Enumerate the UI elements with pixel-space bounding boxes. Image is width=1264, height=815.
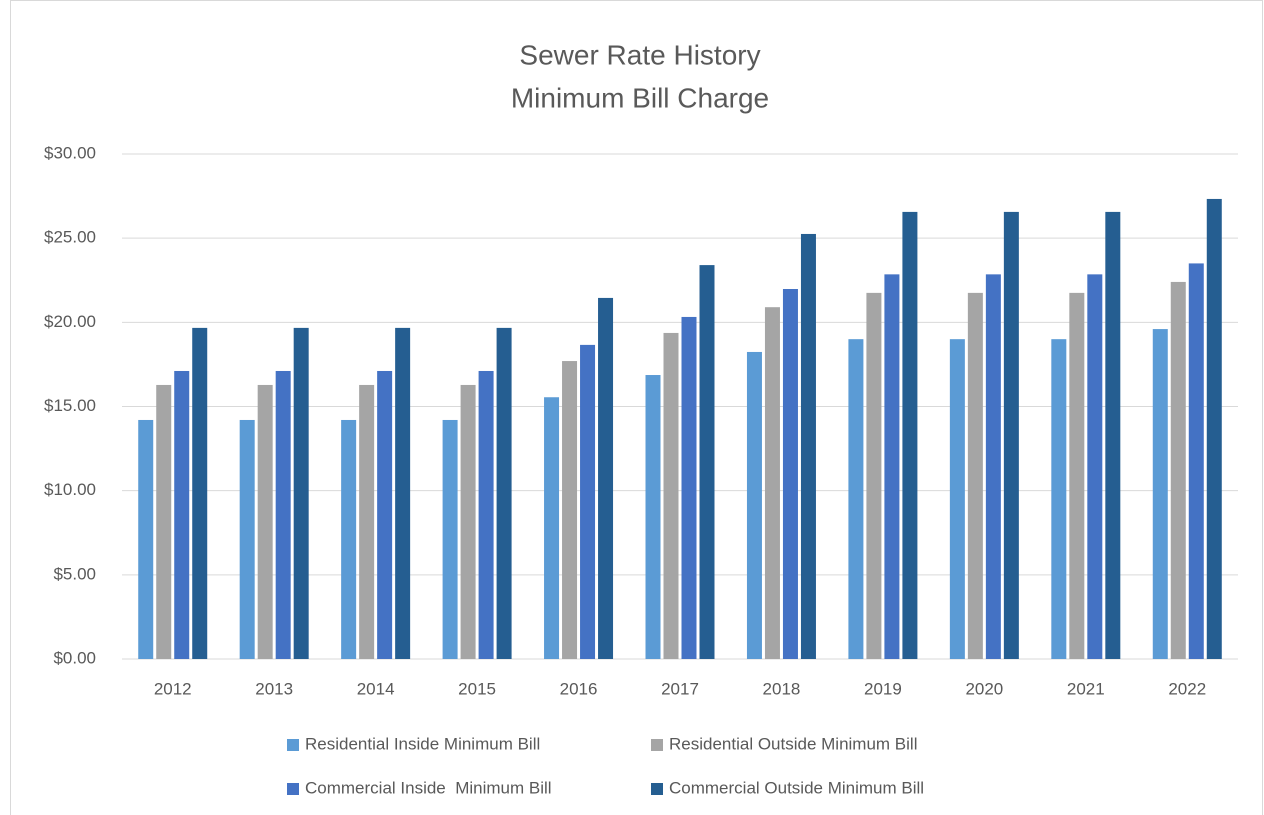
legend-swatch	[651, 783, 663, 795]
bar	[239, 419, 255, 659]
x-tick-label: 2021	[1067, 679, 1105, 698]
bar	[681, 316, 697, 659]
bar	[848, 339, 864, 659]
bar	[395, 327, 411, 659]
bar	[442, 419, 458, 659]
bar	[645, 375, 661, 659]
bar	[174, 370, 190, 659]
bar	[1105, 211, 1121, 659]
y-tick-label: $5.00	[53, 564, 96, 583]
bar	[275, 370, 291, 659]
bar	[377, 370, 393, 659]
y-tick-label: $10.00	[44, 480, 96, 499]
bar	[1051, 339, 1067, 659]
bar	[663, 332, 679, 659]
y-tick-label: $15.00	[44, 396, 96, 415]
x-tick-label: 2018	[763, 679, 801, 698]
bar	[192, 327, 208, 659]
bar	[257, 384, 273, 659]
chart-title: Sewer Rate History	[519, 39, 760, 70]
bar	[138, 419, 154, 659]
bar	[1003, 211, 1019, 659]
bar	[544, 397, 560, 659]
bar	[293, 327, 309, 659]
bar	[1170, 281, 1186, 659]
bar	[967, 292, 983, 659]
legend-swatch	[287, 739, 299, 751]
bar	[1188, 263, 1204, 659]
bar	[341, 419, 357, 659]
x-tick-label: 2020	[965, 679, 1003, 698]
bar	[562, 361, 578, 659]
bar	[764, 307, 780, 659]
x-tick-label: 2012	[154, 679, 192, 698]
bar	[699, 265, 715, 659]
bar	[1069, 292, 1085, 659]
bar	[156, 384, 172, 659]
chart-subtitle: Minimum Bill Charge	[511, 82, 769, 113]
bar	[1206, 198, 1222, 659]
bar	[902, 211, 918, 659]
legend-label: Residential Outside Minimum Bill	[669, 734, 917, 753]
bar	[460, 384, 476, 659]
x-tick-label: 2015	[458, 679, 496, 698]
bar	[580, 344, 596, 659]
bar	[746, 351, 762, 659]
bar	[800, 233, 816, 660]
legend-label: Residential Inside Minimum Bill	[305, 734, 540, 753]
bar	[598, 297, 614, 659]
bar	[496, 327, 512, 659]
bar	[985, 274, 1001, 659]
legend-label: Commercial Inside Minimum Bill	[305, 778, 552, 797]
legend-swatch	[651, 739, 663, 751]
y-tick-label: $30.00	[44, 143, 96, 162]
bar	[866, 292, 882, 659]
x-tick-label: 2017	[661, 679, 699, 698]
bar	[478, 370, 494, 659]
legend-swatch	[287, 783, 299, 795]
bar	[884, 274, 900, 659]
bar	[1152, 329, 1168, 659]
bar	[782, 289, 798, 659]
x-tick-label: 2013	[255, 679, 293, 698]
bar	[1087, 274, 1103, 659]
x-tick-label: 2016	[560, 679, 598, 698]
legend-label: Commercial Outside Minimum Bill	[669, 778, 924, 797]
y-tick-label: $0.00	[53, 648, 96, 667]
x-tick-label: 2014	[357, 679, 395, 698]
x-tick-label: 2022	[1168, 679, 1206, 698]
bar	[359, 384, 375, 659]
y-tick-label: $25.00	[44, 228, 96, 247]
x-tick-label: 2019	[864, 679, 902, 698]
y-tick-label: $20.00	[44, 312, 96, 331]
bar	[949, 339, 965, 659]
